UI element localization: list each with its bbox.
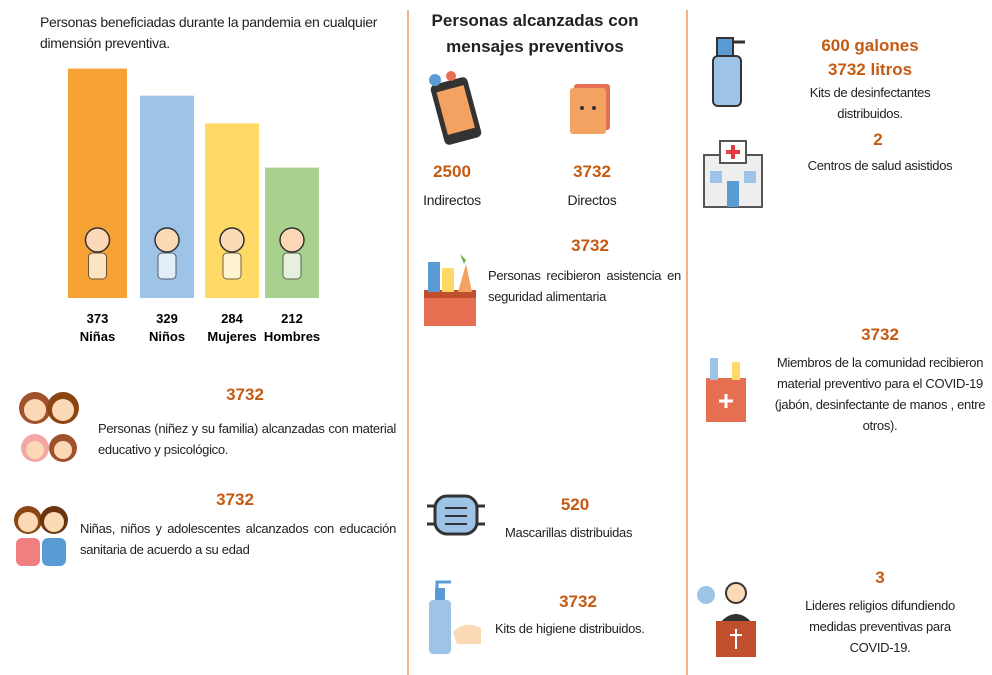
number: 3732 [571, 236, 609, 255]
family-icon [19, 392, 79, 462]
number: 3 [875, 568, 885, 587]
item-text: Personas (niñez y su familia) alcanzadas… [98, 421, 396, 457]
left-title: Personas beneficiadas durante la pandemi… [40, 14, 378, 51]
hospital-icon [703, 140, 763, 208]
bar-value: 329 [156, 311, 178, 326]
hygiene-icon [429, 580, 481, 654]
kids-icon [14, 506, 68, 566]
number: 2 [873, 130, 883, 149]
number: 520 [560, 495, 590, 514]
figure-body [157, 252, 177, 280]
food-icon [424, 252, 476, 326]
figure-head [154, 227, 180, 253]
item-text: Personas recibieron asistencia en seguri… [488, 268, 681, 304]
bar-label: Niños [149, 329, 185, 344]
bar-value: 373 [87, 311, 109, 326]
figure-body [282, 252, 302, 280]
number: 3732 [559, 592, 597, 611]
item-text: Niñas, niños y adolescentes alcanzados c… [80, 521, 396, 557]
bar-label: Hombres [264, 329, 320, 344]
kit-icon [706, 358, 746, 422]
number: 3732 [216, 490, 254, 509]
divider [407, 10, 409, 675]
item-text: Kits de higiene distribuidos. [495, 621, 645, 636]
tablet-icon [570, 84, 610, 134]
number: 3732 [226, 385, 264, 404]
figure-head [279, 227, 305, 253]
bar-label: Niñas [80, 329, 115, 344]
bar-value: 212 [281, 311, 303, 326]
item-text: Lideres religios difundiendo medidas pre… [805, 598, 955, 655]
spray-icon [712, 37, 745, 107]
figure-body [222, 252, 242, 280]
number: 3732 [573, 162, 611, 181]
bar-label: Mujeres [207, 329, 256, 344]
number: 3732 litros [827, 60, 913, 79]
item-text: Kits de desinfectantes distribuidos. [809, 85, 931, 121]
middle-title: Personas alcanzadas con mensajes prevent… [431, 11, 639, 56]
phone-icon [429, 71, 482, 145]
item-text: Mascarillas distribuidas [505, 525, 633, 540]
label: Directos [567, 192, 617, 208]
bar-chart: 373 Niñas 329 Niños 284 Mujeres 212 Hombres [68, 68, 320, 344]
number: 600 galones [821, 36, 919, 55]
figure-body [88, 252, 107, 280]
number: 2500 [433, 162, 471, 181]
leader-icon [697, 582, 756, 657]
number: 3732 [861, 325, 899, 344]
label: Indirectos [423, 192, 481, 208]
item-text: Miembros de la comunidad recibieron mate… [774, 355, 986, 433]
item-text: Centros de salud asistidos [807, 158, 953, 173]
mask-icon [427, 494, 485, 536]
bar-value: 284 [221, 311, 243, 326]
figure-head [84, 227, 111, 253]
divider [686, 10, 688, 675]
figure-head [219, 227, 245, 253]
